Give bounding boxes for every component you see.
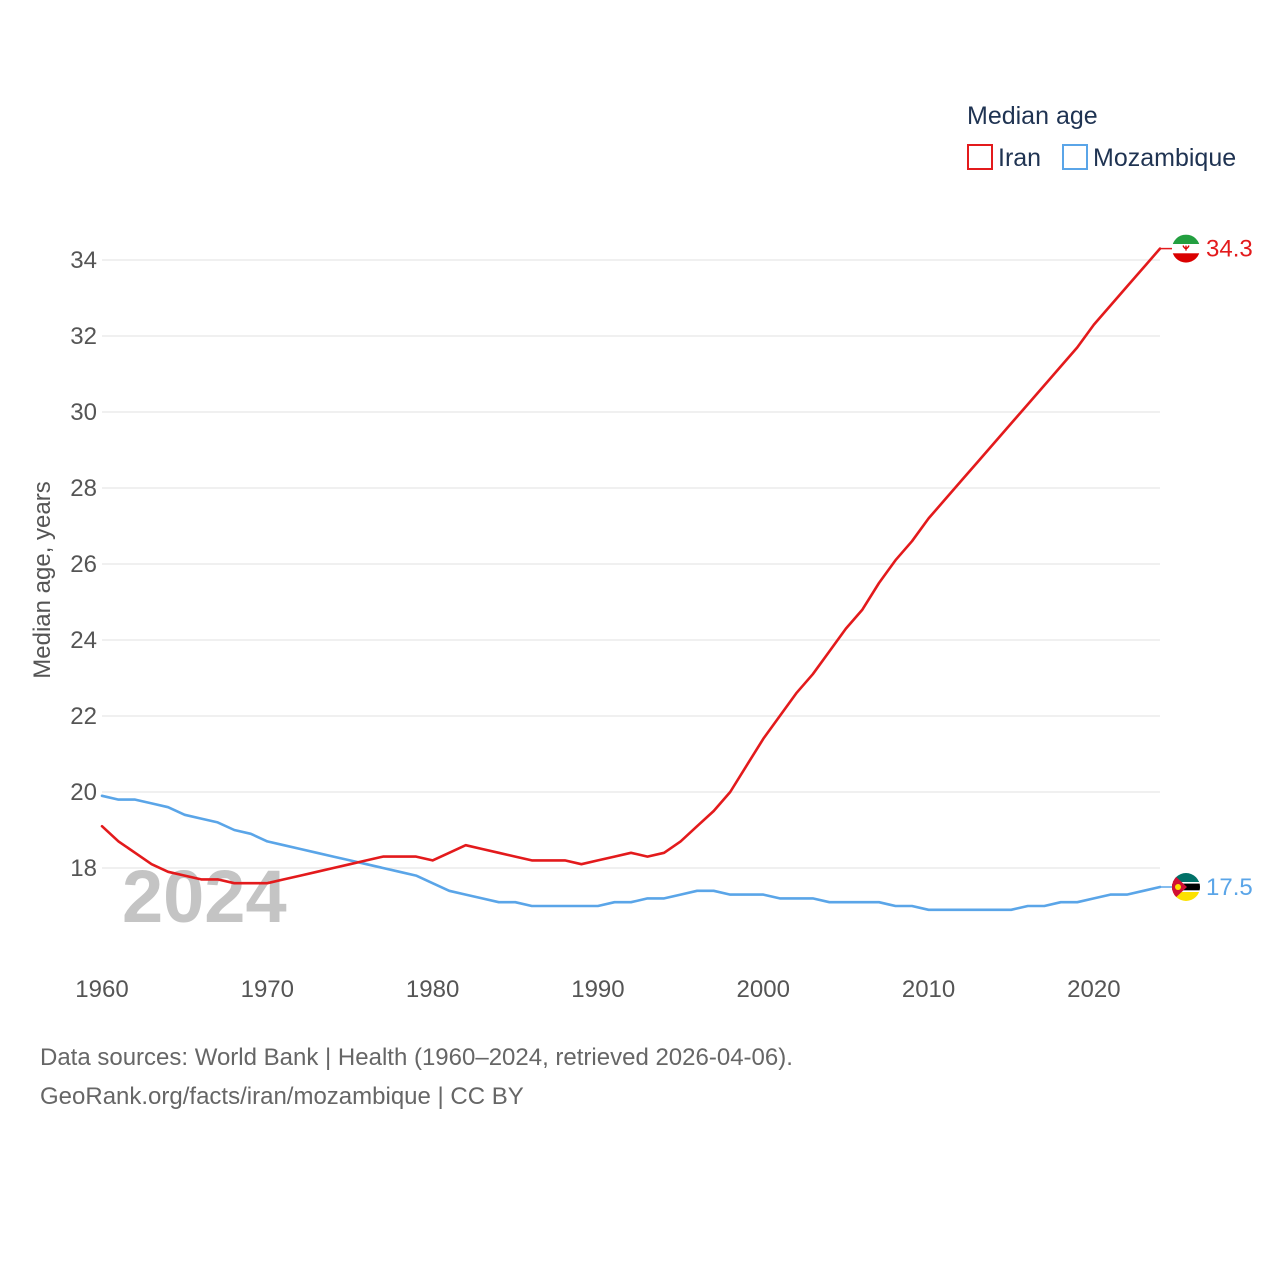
x-tick-label-2010: 2010	[902, 976, 955, 1003]
y-tick-label-22: 22	[70, 703, 97, 730]
legend: Median age Iran Mozambique	[967, 102, 1236, 172]
source-line-1: Data sources: World Bank | Health (1960–…	[40, 1044, 793, 1071]
y-tick-label-18: 18	[70, 855, 97, 882]
x-tick-label-2000: 2000	[737, 976, 790, 1003]
series-line-iran[interactable]	[100, 247, 1162, 885]
legend-item-mozambique[interactable]: Mozambique	[1062, 144, 1236, 172]
source-line-2[interactable]: GeoRank.org/facts/iran/mozambique | CC B…	[40, 1083, 524, 1110]
legend-swatch-iran	[967, 144, 993, 170]
y-tick-label-28: 28	[70, 475, 97, 502]
y-tick-label-20: 20	[70, 779, 97, 806]
end-marker-iran: 34.3	[1160, 234, 1253, 263]
y-tick-label-30: 30	[70, 399, 97, 426]
end-marker-mozambique: 17.5	[1160, 873, 1253, 901]
x-tick-label-1970: 1970	[241, 976, 294, 1003]
legend-label-mozambique: Mozambique	[1093, 144, 1236, 172]
y-tick-label-32: 32	[70, 323, 97, 350]
x-tick-label-1990: 1990	[571, 976, 624, 1003]
gridlines	[102, 259, 1160, 869]
legend-label-iran: Iran	[998, 144, 1041, 172]
watermark-year: 2024	[122, 855, 287, 938]
x-tick-label-2020: 2020	[1067, 976, 1120, 1003]
series-lines	[100, 247, 1162, 912]
legend-item-iran[interactable]: Iran	[967, 144, 1041, 172]
series-line-mozambique[interactable]	[100, 794, 1162, 912]
y-axis-title: Median age, years	[29, 481, 56, 678]
y-tick-label-24: 24	[70, 627, 97, 654]
y-axis-ticks: 18 20 22 24 26 28 30 32 34	[70, 247, 97, 882]
legend-title: Median age	[967, 102, 1098, 130]
y-tick-label-34: 34	[70, 247, 97, 274]
y-tick-label-26: 26	[70, 551, 97, 578]
iran-flag-icon	[1172, 234, 1200, 263]
x-tick-label-1960: 1960	[75, 976, 128, 1003]
end-label-mozambique: 17.5	[1206, 874, 1253, 901]
x-axis-ticks: 1960 1970 1980 1990 2000 2010 2020	[75, 976, 1120, 1003]
legend-swatch-mozambique	[1062, 144, 1088, 170]
end-label-iran: 34.3	[1206, 236, 1253, 263]
x-tick-label-1980: 1980	[406, 976, 459, 1003]
mozambique-flag-icon	[1172, 873, 1200, 901]
